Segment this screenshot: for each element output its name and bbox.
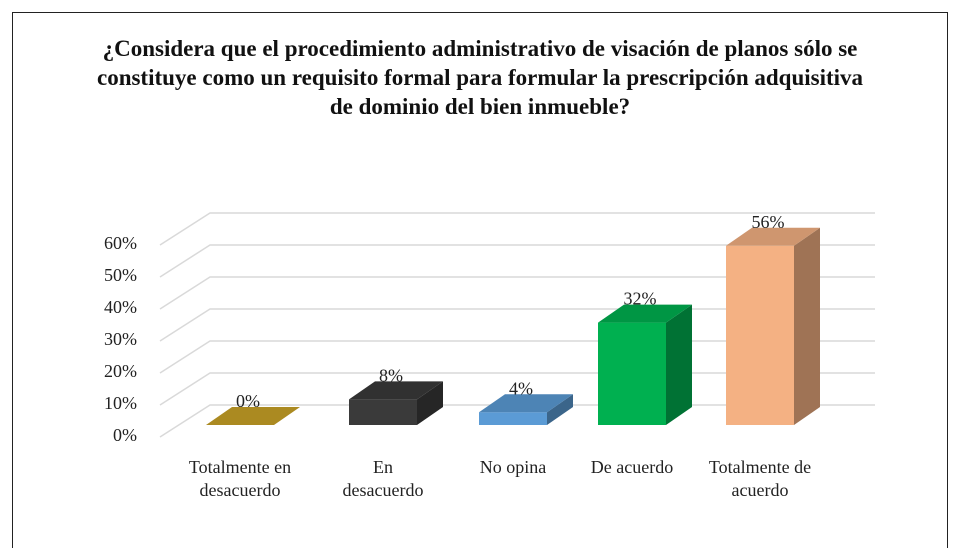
bar-front [479,412,547,425]
value-label: 0% [236,391,260,411]
bar-side [547,394,573,425]
bar-top [598,304,692,323]
x-tick-label: Totalmente de acuerdo [708,457,812,500]
bar-front [726,245,794,425]
x-tick-label: Totalmente en desacuerdo [188,457,292,500]
bar-top [206,407,300,425]
y-tick-label: 10% [104,393,137,413]
bar-top [726,227,820,246]
x-tick-label: No opina [479,457,547,477]
y-tick-label: 40% [104,297,137,317]
y-tick-label: 20% [104,361,137,381]
bar-side [794,227,820,425]
y-tick-label: 50% [104,265,137,285]
bar-side [666,304,692,425]
x-tick-label: De acuerdo [590,457,674,477]
y-tick-label: 30% [104,329,137,349]
chart-frame [12,12,948,548]
y-tick-label: 60% [104,233,137,253]
bar-top [479,394,573,413]
grid-line [159,244,875,278]
bar-front [349,399,417,425]
value-label: 56% [752,212,785,232]
chart-title: ¿Considera que el procedimiento administ… [96,36,864,119]
bar-top [349,381,443,400]
y-tick-label: 0% [113,425,137,445]
value-label: 8% [379,366,403,386]
grid-line [159,276,875,310]
x-tick-label: En desacuerdo [342,457,424,500]
bar-front [598,322,666,425]
value-label: 32% [624,289,657,309]
value-label: 4% [509,378,533,398]
grid-line [159,212,875,246]
bar-side [417,381,443,425]
